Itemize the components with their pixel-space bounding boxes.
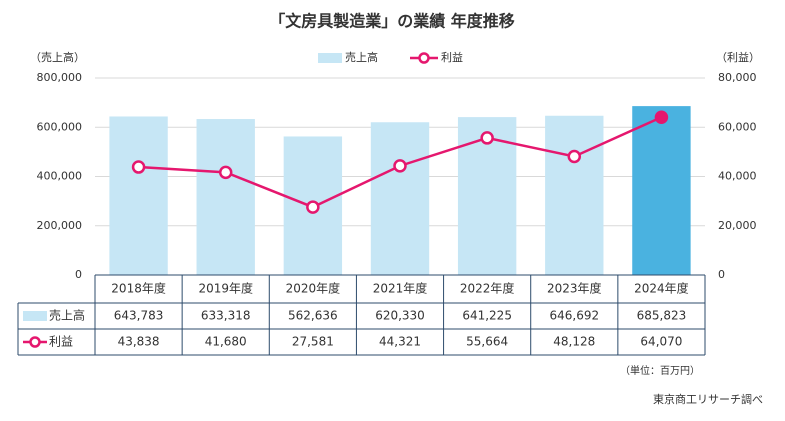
table-cell: 562,636 xyxy=(288,309,338,323)
table-cell: 641,225 xyxy=(462,309,512,323)
y-axis-label: （売上高） xyxy=(30,50,85,64)
table-cell: 685,823 xyxy=(637,309,687,323)
legend-swatch xyxy=(418,52,430,64)
table-row-header: 利益 xyxy=(49,335,73,349)
bar xyxy=(109,116,168,275)
legend-label: 売上高 xyxy=(345,50,378,64)
marker xyxy=(131,160,146,174)
x-tick-label: 2024年度 xyxy=(634,281,689,296)
bar xyxy=(545,115,604,275)
table-cell: 620,330 xyxy=(375,309,425,323)
legend-swatch xyxy=(318,53,342,63)
bar xyxy=(370,122,430,275)
y2-tick-label: 80,000 xyxy=(718,71,757,84)
table-row-header: 売上高 xyxy=(49,308,85,323)
x-tick-label: 2020年度 xyxy=(286,281,341,296)
table-cell: 633,318 xyxy=(201,309,251,323)
marker xyxy=(306,200,320,214)
y-tick-label: 0 xyxy=(75,268,82,281)
bar xyxy=(632,106,691,275)
chart-title: 「文房具製造業」の業績 年度推移 xyxy=(269,12,515,31)
table-cell: 646,692 xyxy=(549,309,599,323)
x-tick-label: 2019年度 xyxy=(198,281,253,296)
marker xyxy=(654,110,669,124)
source: 東京商工リサーチ調べ xyxy=(653,392,763,406)
y2-tick-label: 0 xyxy=(718,268,725,281)
marker xyxy=(567,149,582,164)
table-cell: 64,070 xyxy=(640,335,682,349)
y-tick-label: 400,000 xyxy=(37,170,83,183)
y2-tick-label: 20,000 xyxy=(718,219,757,232)
table-cell: 43,838 xyxy=(118,335,160,349)
y2-tick-label: 40,000 xyxy=(718,170,757,183)
x-tick-label: 2023年度 xyxy=(547,281,602,296)
y-tick-label: 200,000 xyxy=(37,219,83,232)
marker xyxy=(218,165,233,180)
bar xyxy=(196,119,255,275)
x-tick-label: 2018年度 xyxy=(111,281,166,296)
table-cell: 48,128 xyxy=(553,335,595,349)
y2-axis-label: （利益） xyxy=(716,50,760,64)
table-cell: 55,664 xyxy=(466,335,508,349)
y-tick-label: 800,000 xyxy=(37,71,83,84)
table-cell: 44,321 xyxy=(379,335,421,349)
x-tick-label: 2021年度 xyxy=(373,281,428,296)
legend-swatch xyxy=(23,311,47,321)
table-cell: 643,783 xyxy=(114,309,164,323)
table-cell: 27,581 xyxy=(292,335,334,349)
y-tick-label: 600,000 xyxy=(37,120,83,133)
table-cell: 41,680 xyxy=(205,335,247,349)
unit-note: （単位：百万円） xyxy=(620,364,700,377)
y2-tick-label: 60,000 xyxy=(718,120,757,133)
legend-swatch xyxy=(29,336,41,348)
marker xyxy=(480,131,494,145)
x-tick-label: 2022年度 xyxy=(460,281,515,296)
marker xyxy=(393,159,407,173)
legend-label: 利益 xyxy=(441,50,463,64)
